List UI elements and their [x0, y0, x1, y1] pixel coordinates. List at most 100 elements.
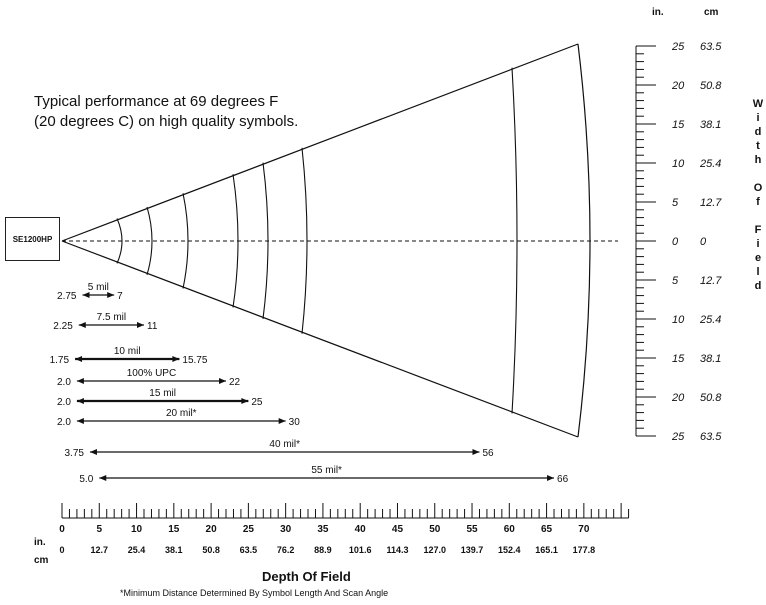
performance-caption: Typical performance at 69 degrees F (20 … [34, 92, 354, 132]
range-max-label: 56 [482, 448, 494, 459]
width-tick-label-in: 0 [672, 236, 679, 248]
depth-tick-label-cm: 12.7 [91, 545, 109, 555]
range-arrow-right [137, 322, 145, 328]
depth-tick-label-cm: 0 [59, 545, 64, 555]
range-arrow-left [76, 378, 84, 384]
range-arrow-left [78, 322, 86, 328]
range-max-label: 66 [557, 474, 569, 485]
depth-tick-label-in: 55 [466, 524, 478, 535]
depth-tick-label-in: 70 [578, 524, 590, 535]
width-tick-label-cm: 63.5 [700, 431, 722, 443]
range-symbol-label: 100% UPC [127, 368, 176, 379]
depth-tick-label-cm: 127.0 [423, 545, 446, 555]
range-min-label: 2.0 [57, 377, 71, 388]
caption-line-1: Typical performance at 69 degrees F [34, 93, 279, 110]
width-tick-label-in: 5 [672, 197, 679, 209]
width-tick-label-in: 5 [672, 275, 679, 287]
range-arrow-right [172, 356, 180, 362]
depth-tick-label-in: 35 [317, 524, 329, 535]
depth-tick-label-cm: 63.5 [240, 545, 258, 555]
decode-range-bars: 2.75 7 5 mil 2.25 11 7.5 mil 1.75 15.75 10 mil 2.… [50, 282, 569, 485]
beam-zone-arc [301, 147, 308, 334]
range-arrow-right [547, 475, 555, 481]
range-max-label: 11 [147, 321, 158, 332]
range-arrow-left [89, 449, 97, 455]
range-symbol-label: 7.5 mil [97, 312, 126, 323]
width-tick-label-cm: 50.8 [700, 80, 722, 92]
footnote: *Minimum Distance Determined By Symbol L… [120, 588, 389, 598]
width-tick-label-in: 25 [671, 41, 685, 53]
depth-tick-label-cm: 76.2 [277, 545, 295, 555]
depth-tick-label-in: 30 [280, 524, 292, 535]
range-max-label: 22 [229, 377, 241, 388]
width-tick-label-in: 15 [672, 119, 685, 131]
width-tick-label-cm: 25.4 [699, 314, 721, 326]
width-tick-label-cm: 38.1 [700, 353, 721, 365]
width-tick-label-cm: 38.1 [700, 119, 721, 131]
range-min-label: 1.75 [50, 355, 70, 366]
width-unit-in: in. [652, 7, 664, 18]
depth-tick-label-cm: 152.4 [498, 545, 521, 555]
range-arrow-right [278, 418, 286, 424]
range-max-label: 15.75 [182, 355, 207, 366]
range-arrow-left [76, 398, 84, 404]
depth-of-field-title: Depth Of Field [262, 569, 351, 584]
range-arrow-left [75, 356, 83, 362]
range-symbol-label: 55 mil* [311, 465, 342, 476]
depth-of-field-scale: 0 5 10 15 20 25 30 35 40 45 50 55 60 65 70 0 12.7 25.4 38.… [59, 503, 630, 555]
range-min-label: 2.0 [57, 417, 71, 428]
depth-tick-label-in: 5 [96, 524, 102, 535]
width-tick-label-cm: 12.7 [700, 197, 722, 209]
width-tick-label-cm: 12.7 [700, 275, 722, 287]
range-symbol-label: 5 mil [88, 282, 109, 293]
depth-tick-label-in: 60 [504, 524, 516, 535]
depth-unit-cm: cm [34, 555, 49, 566]
width-of-field-scale: 25 20 15 10 5 0 5 10 15 20 25 63.5 50.8 38.1 25.4 12.7 0… [635, 41, 722, 443]
range-max-label: 30 [289, 417, 301, 428]
range-symbol-label: 15 mil [149, 388, 176, 399]
depth-tick-label-cm: 101.6 [349, 545, 372, 555]
width-tick-label-cm: 25.4 [699, 158, 721, 170]
depth-tick-label-in: 40 [355, 524, 367, 535]
depth-tick-label-in: 45 [392, 524, 404, 535]
beam-zone-arc [182, 193, 189, 289]
width-tick-label-cm: 63.5 [700, 41, 722, 53]
width-unit-cm: cm [704, 7, 719, 18]
beam-zone-arc [146, 206, 153, 275]
range-arrow-right [107, 292, 115, 298]
width-tick-label-in: 25 [671, 431, 685, 443]
depth-tick-label-in: 15 [168, 524, 180, 535]
beam-zone-arc [511, 67, 518, 414]
width-tick-label-in: 10 [672, 158, 685, 170]
scanner-label: SE1200HP [12, 234, 53, 244]
caption-line-2: (20 degrees C) on high quality symbols. [34, 113, 299, 130]
range-symbol-label: 10 mil [114, 346, 141, 357]
depth-tick-label-in: 20 [206, 524, 218, 535]
range-min-label: 2.25 [53, 321, 73, 332]
beam-lower-edge [61, 240, 579, 438]
scan-beam [61, 43, 618, 438]
range-min-label: 2.75 [57, 291, 77, 302]
range-arrow-right [241, 398, 249, 404]
range-symbol-label: 20 mil* [166, 408, 197, 419]
range-arrow-right [219, 378, 227, 384]
beam-zone-arc [116, 218, 123, 264]
range-symbol-label: 40 mil* [269, 439, 300, 450]
range-min-label: 5.0 [79, 474, 93, 485]
depth-tick-label-cm: 177.8 [573, 545, 596, 555]
width-tick-label-in: 15 [672, 353, 685, 365]
range-arrow-left [76, 418, 84, 424]
width-of-field-title: W i d t h O f F i e l d [752, 98, 764, 292]
width-tick-label-in: 20 [671, 80, 685, 92]
depth-tick-label-cm: 165.1 [535, 545, 558, 555]
depth-tick-label-cm: 88.9 [314, 545, 332, 555]
width-tick-label-cm: 50.8 [700, 392, 722, 404]
scanner-box: SE1200HP [5, 217, 60, 261]
range-max-label: 7 [117, 291, 123, 302]
depth-tick-label-cm: 139.7 [461, 545, 484, 555]
width-tick-label-cm: 0 [700, 236, 707, 248]
beam-zone-arc [262, 162, 269, 319]
beam-upper-edge [61, 43, 579, 242]
width-tick-label-in: 10 [672, 314, 685, 326]
